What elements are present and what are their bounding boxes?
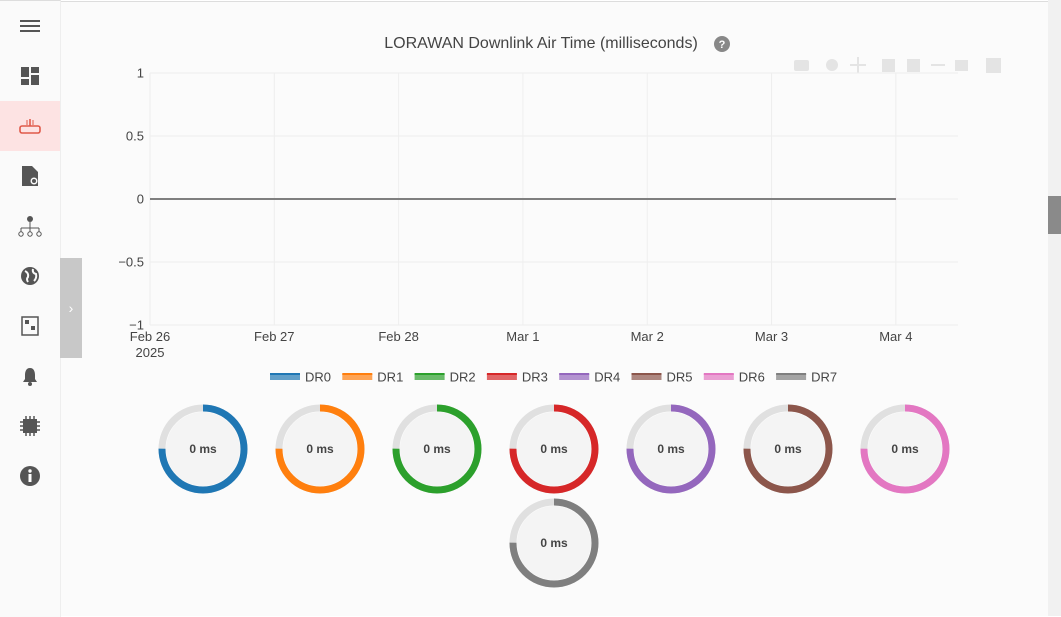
gauge-ring [509,404,599,494]
legend-label: DR4 [594,369,620,384]
alerts-nav[interactable] [0,351,60,401]
x-tick-label: Mar 2 [630,329,664,344]
gauge-ring [392,404,482,494]
network-nav[interactable] [0,201,60,251]
legend-swatch [270,374,300,380]
gauge-face [517,506,591,580]
legend-swatch [776,374,807,380]
y-tick-label: 1 [137,65,144,80]
x-tick-label: Feb 28 [378,329,419,344]
legend-label: DR1 [377,369,403,384]
legend-label: DR0 [305,369,331,384]
gauge-ring [158,404,248,494]
x-tick-label: Mar 3 [754,329,789,344]
gauge-face [283,412,357,486]
panel-toggle[interactable]: › [60,258,82,358]
menu-button[interactable] [0,1,60,51]
legend-swatch [342,374,373,380]
gauge-face [868,412,942,486]
gauge-label: 0 ms [657,442,685,456]
gauge-label: 0 ms [891,442,919,456]
scrollbar [1048,0,1061,616]
legend-swatch [703,374,734,380]
chart-title: LORAWAN Downlink Air Time (milliseconds) [384,35,698,52]
gauge-ring [275,404,365,494]
legend-label: DR3 [522,369,548,384]
legend-label: DR7 [811,369,837,384]
y-tick-label: 0 [137,191,144,206]
x-tick-label: Mar 4 [879,329,913,344]
x-tick-label: Feb 27 [254,329,295,344]
gauge-ring [626,404,716,494]
legend-swatch [559,374,590,380]
gauge-label: 0 ms [540,536,568,550]
y-tick-label: 0.5 [126,128,144,143]
gauge-label: 0 ms [189,442,217,456]
dashboard-nav[interactable] [0,51,60,101]
file-nav[interactable] [0,151,60,201]
legend-label: DR5 [667,369,693,384]
gauge-face [166,412,240,486]
legend-label: DR2 [450,369,476,384]
gateway-nav[interactable] [0,101,60,151]
help-icon[interactable] [714,36,730,52]
scroll-thumb[interactable] [1048,196,1061,234]
legend-label: DR6 [739,369,765,384]
y-tick-label: −1 [129,317,144,332]
globe-nav[interactable] [0,251,60,301]
x-tick-label: Mar 1 [506,329,540,344]
info-nav[interactable] [0,451,60,501]
gauge-face [517,412,591,486]
legend-swatch [486,374,517,380]
gauge-ring [860,404,950,494]
gauge-face [634,412,708,486]
gauge-label: 0 ms [774,442,802,456]
gauge-face [400,412,474,486]
gauge-face [751,412,825,486]
legend-swatch [414,374,445,380]
gauge-ring [509,498,599,588]
gauge-label: 0 ms [423,442,451,456]
modebar [794,57,1001,73]
gauge-label: 0 ms [540,442,568,456]
sidebar [0,0,61,617]
x-tick-label: Feb 26 2025 [129,329,171,360]
legend-swatch [631,374,662,380]
hardware-nav[interactable] [0,401,60,451]
gauge-ring [743,404,833,494]
y-tick-label: −0.5 [118,254,144,269]
map-nav[interactable] [0,301,60,351]
help-icon-glyph: ? [719,39,726,51]
gauge-label: 0 ms [306,442,334,456]
